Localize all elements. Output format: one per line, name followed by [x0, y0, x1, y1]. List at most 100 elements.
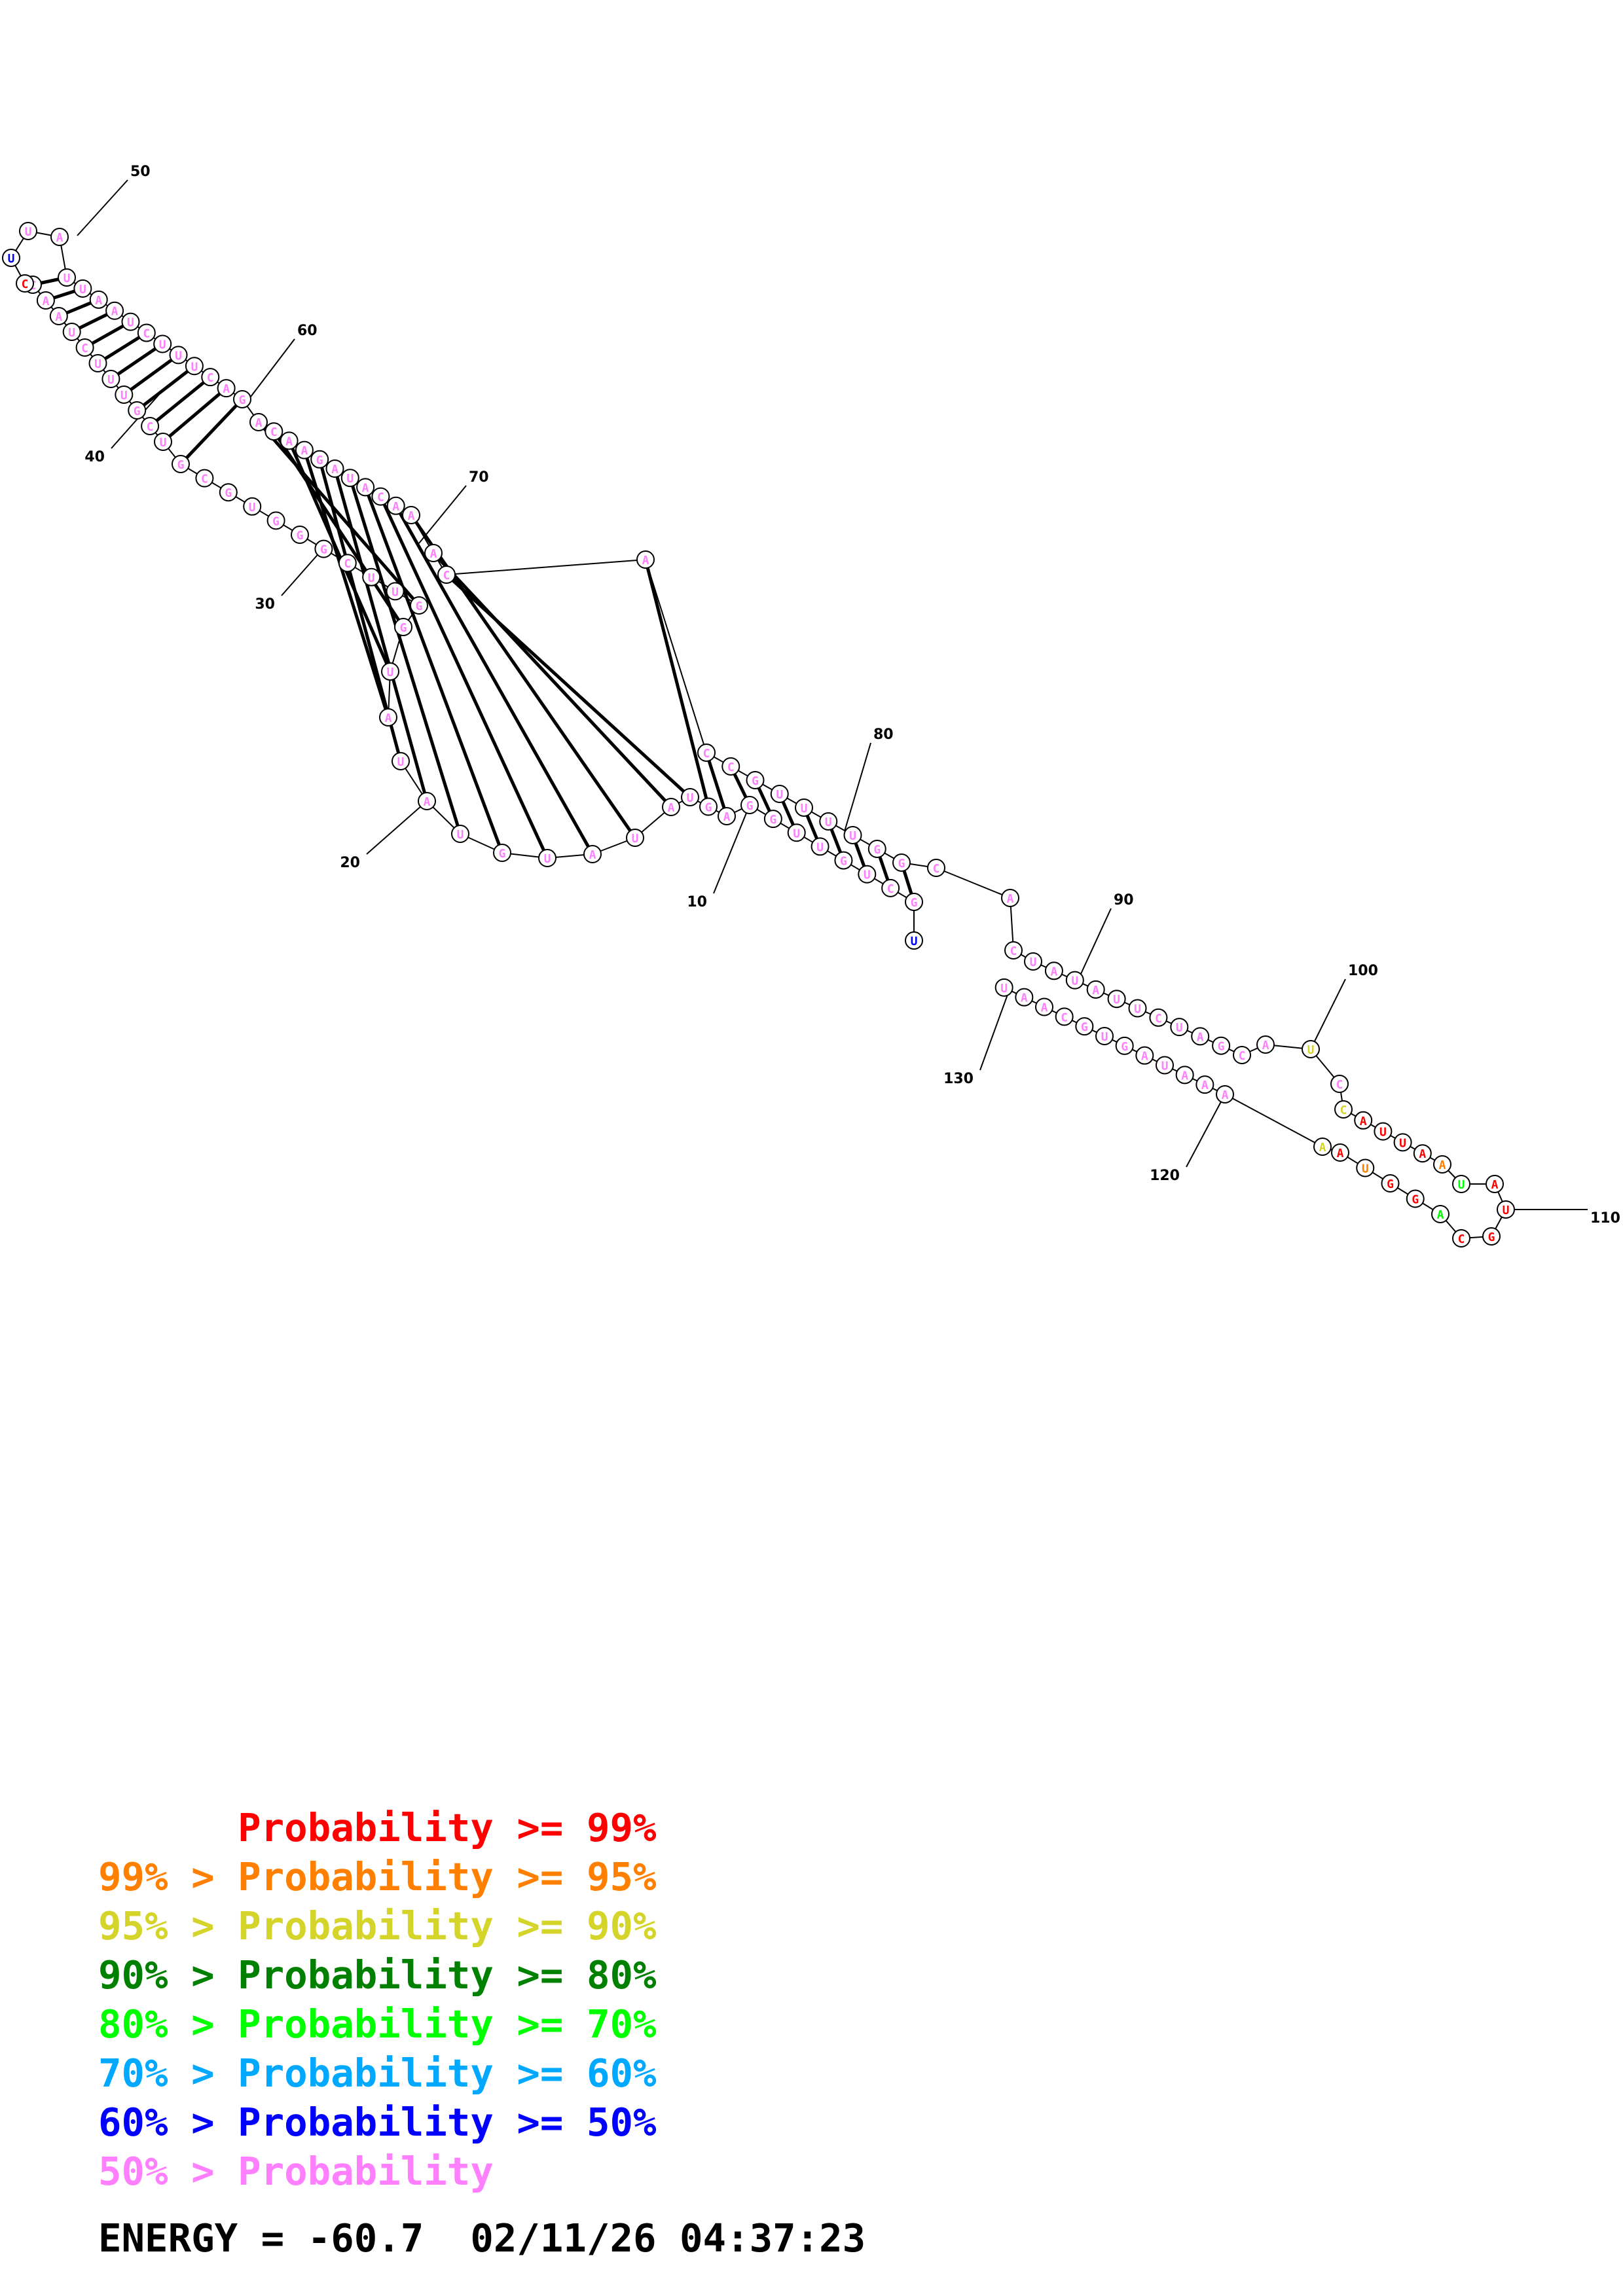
nucleotide: G	[266, 511, 285, 530]
svg-text:A: A	[385, 711, 392, 725]
nucleotide: U	[1107, 990, 1126, 1009]
svg-text:U: U	[776, 788, 783, 802]
svg-text:A: A	[430, 547, 437, 561]
svg-text:A: A	[1201, 1079, 1209, 1092]
svg-text:C: C	[207, 371, 214, 385]
svg-text:G: G	[1218, 1040, 1225, 1054]
nucleotide: G	[834, 851, 853, 870]
svg-text:C: C	[270, 425, 278, 439]
nucleotide: C	[927, 859, 945, 877]
nucleotide: U	[1095, 1027, 1114, 1045]
nucleotide: C	[437, 565, 456, 584]
nucleotide: U	[538, 849, 556, 867]
backbone-segment	[1224, 1094, 1323, 1147]
svg-text:U: U	[8, 252, 15, 266]
svg-text:U: U	[249, 501, 256, 514]
tick-line	[366, 800, 428, 855]
svg-text:G: G	[705, 801, 712, 815]
position-label: 50	[130, 164, 151, 180]
nucleotide: G	[699, 797, 718, 816]
svg-text:A: A	[255, 416, 263, 430]
svg-text:U: U	[387, 666, 394, 679]
nucleotide: A	[105, 301, 124, 320]
svg-text:A: A	[1360, 1115, 1367, 1128]
svg-text:U: U	[64, 272, 71, 285]
svg-text:A: A	[408, 509, 415, 523]
nucleotide: A	[295, 440, 314, 459]
svg-text:A: A	[1337, 1147, 1344, 1160]
svg-text:A: A	[668, 801, 675, 815]
base-pair-bond	[122, 353, 180, 397]
svg-text:U: U	[1458, 1178, 1465, 1192]
nucleotide: C	[1004, 941, 1023, 960]
nucleotide: G	[1406, 1189, 1425, 1208]
svg-text:U: U	[1379, 1126, 1387, 1139]
legend-entry: 90% > Probability >= 80%	[98, 1952, 657, 1998]
svg-text:G: G	[1121, 1040, 1128, 1054]
svg-text:C: C	[1010, 944, 1017, 958]
nucleotide: C	[1334, 1100, 1353, 1119]
base-pair-bond	[136, 365, 196, 412]
nucleotide: U	[1128, 999, 1147, 1018]
nucleotide: G	[1115, 1036, 1134, 1055]
svg-text:G: G	[746, 799, 754, 813]
svg-text:A: A	[424, 795, 431, 809]
nucleotide: U	[153, 334, 172, 353]
tick-line	[77, 179, 128, 236]
nucleotide: A	[1433, 1155, 1451, 1174]
nucleotide: A	[89, 290, 108, 309]
nucleotide: G	[410, 596, 428, 615]
nucleotide: G	[1212, 1036, 1231, 1055]
position-label: 100	[1348, 963, 1378, 979]
svg-text:A: A	[723, 810, 731, 824]
nucleotide: G	[740, 796, 759, 814]
svg-text:C: C	[703, 747, 710, 761]
nucleotide: C	[141, 417, 160, 435]
nucleotide: U	[381, 662, 399, 681]
svg-text:G: G	[873, 843, 881, 857]
svg-text:U: U	[911, 935, 918, 948]
legend-entry: 95% > Probability >= 90%	[98, 1903, 657, 1948]
position-label: 30	[255, 596, 275, 613]
svg-text:C: C	[344, 557, 351, 571]
nucleotide: U	[392, 752, 410, 770]
svg-text:A: A	[223, 382, 230, 396]
svg-text:G: G	[752, 774, 759, 788]
svg-text:C: C	[201, 473, 208, 486]
nucleotide: A	[662, 798, 680, 816]
svg-text:A: A	[1141, 1050, 1148, 1064]
tick-line	[248, 338, 295, 400]
nucleotide: G	[1482, 1227, 1501, 1246]
svg-text:G: G	[316, 454, 323, 467]
base-pair-bond	[302, 449, 390, 718]
svg-text:U: U	[107, 373, 115, 387]
svg-text:C: C	[377, 491, 384, 505]
svg-text:A: A	[392, 500, 399, 514]
svg-text:A: A	[56, 231, 64, 245]
svg-text:G: G	[898, 857, 905, 870]
nucleotide: U	[905, 931, 923, 950]
nucleotide: U	[1065, 971, 1084, 990]
position-label: 90	[1114, 892, 1134, 908]
nucleotide: G	[763, 810, 782, 829]
nucleotide: A	[1431, 1205, 1450, 1223]
svg-text:U: U	[120, 389, 128, 403]
svg-text:U: U	[79, 283, 86, 296]
position-label: 70	[469, 469, 489, 486]
nucleotide: U	[1156, 1056, 1174, 1075]
svg-text:A: A	[285, 435, 293, 448]
nucleotide: A	[356, 478, 375, 497]
nucleotide: C	[721, 757, 740, 776]
svg-text:U: U	[397, 755, 405, 769]
svg-text:C: C	[1340, 1103, 1347, 1117]
svg-text:C: C	[1458, 1232, 1465, 1246]
svg-text:G: G	[177, 458, 185, 472]
nucleotide: U	[1393, 1133, 1412, 1152]
nucleotide: C	[195, 469, 214, 488]
backbone-lines	[10, 230, 1506, 1239]
nucleotide: U	[1024, 952, 1042, 971]
nucleotide: U	[1356, 1158, 1375, 1177]
nucleotide: A	[50, 228, 69, 246]
svg-text:A: A	[362, 481, 369, 495]
